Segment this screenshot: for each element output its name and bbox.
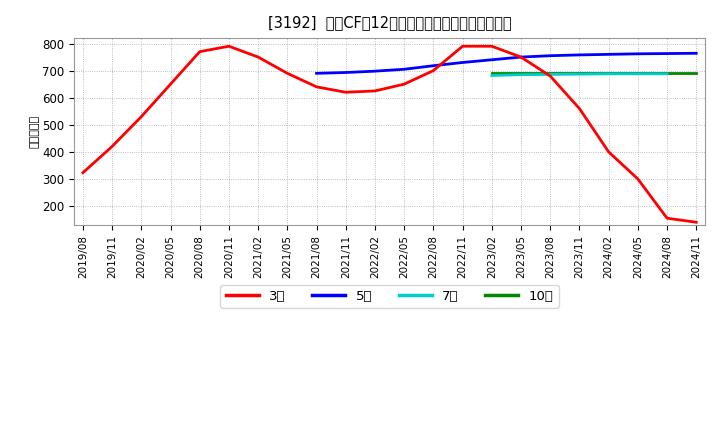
Y-axis label: （百万円）: （百万円） [30,115,40,148]
Title: [3192]  投賄CFの12か月移動合計の標準偏差の推移: [3192] 投賄CFの12か月移動合計の標準偏差の推移 [268,15,511,30]
Legend: 3年, 5年, 7年, 10年: 3年, 5年, 7年, 10年 [220,285,559,308]
